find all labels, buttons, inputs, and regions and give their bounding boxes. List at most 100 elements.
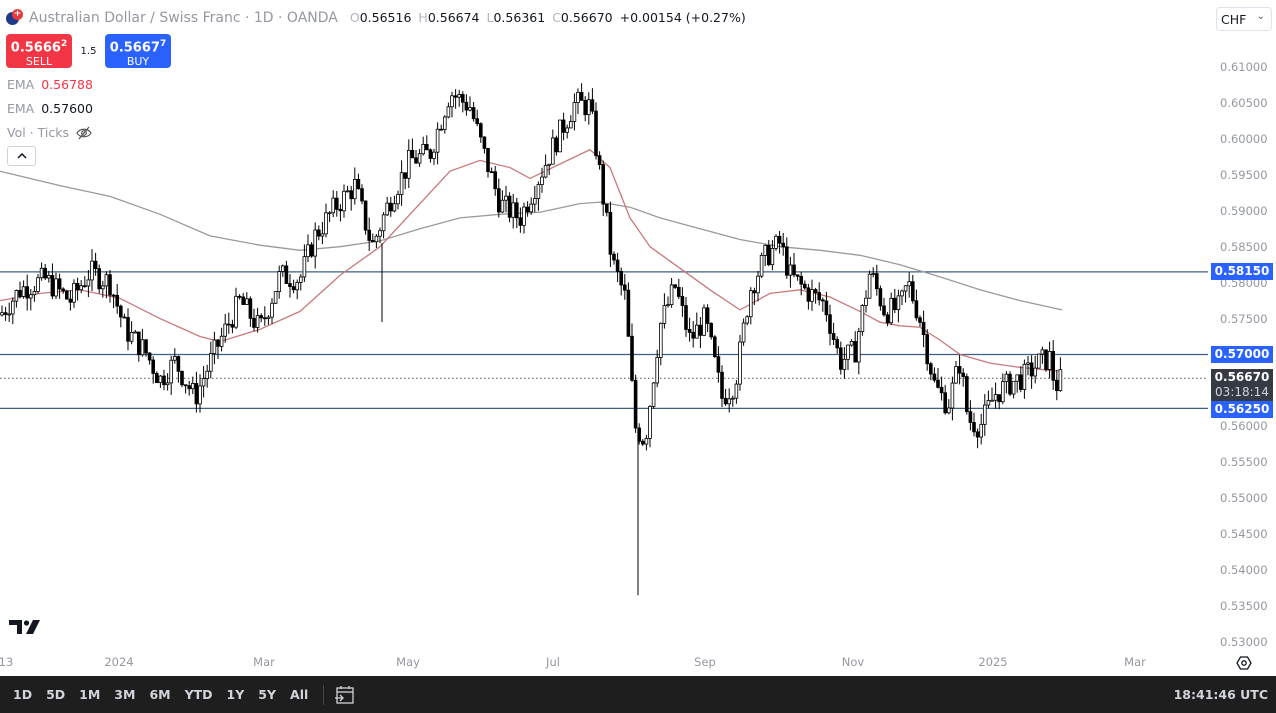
time-tick: May: [396, 655, 420, 669]
tradingview-logo-icon[interactable]: [9, 619, 41, 635]
candle-up: [39, 267, 44, 279]
range-button-1y[interactable]: 1Y: [226, 687, 245, 702]
candle-up: [849, 341, 854, 346]
candle-up: [36, 277, 40, 292]
symbol-title[interactable]: Australian Dollar / Swiss Franc · 1D · O…: [29, 9, 338, 26]
candle-up: [1037, 353, 1041, 369]
candle-up: [28, 294, 33, 299]
candle-up: [21, 286, 26, 297]
candle-up: [255, 315, 260, 328]
price-tick: 0.58500: [1220, 239, 1268, 254]
indicator-ema-slow[interactable]: EMA 0.57600: [7, 101, 93, 116]
candle-up: [208, 353, 213, 372]
range-button-ytd[interactable]: YTD: [184, 687, 213, 702]
settings-gear-icon[interactable]: [1236, 655, 1252, 671]
go-to-date-icon[interactable]: [334, 685, 356, 705]
time-tick: Jul: [546, 655, 560, 669]
candle-down: [605, 203, 609, 213]
candle-down: [673, 284, 677, 288]
time-axis[interactable]: 13 2024 Mar May Jul Sep Nov 2025 Mar: [0, 652, 1276, 676]
bottom-toolbar: 1D 5D 1M 3M 6M YTD 1Y 5Y All 18:41:46 UTC: [0, 676, 1276, 713]
candle-up: [745, 316, 749, 324]
price-tick: 0.53000: [1220, 635, 1268, 649]
candle-up: [950, 382, 955, 409]
candle-down: [259, 315, 263, 319]
candle-up: [993, 394, 998, 401]
candle-down: [122, 316, 127, 319]
candle-down: [410, 149, 415, 159]
candle-down: [291, 286, 296, 291]
collapse-legend-button[interactable]: [7, 146, 36, 166]
candle-down: [230, 324, 235, 328]
candle-down: [97, 268, 102, 290]
candle-down: [288, 283, 292, 288]
range-button-1d[interactable]: 1D: [13, 687, 33, 702]
candle-down: [626, 289, 631, 337]
candle-up: [529, 203, 533, 213]
price-axis[interactable]: 0.53000 0.53500 0.54000 0.54500 0.55000 0.555…: [1208, 0, 1276, 652]
candle-down: [126, 317, 130, 342]
candle-up: [32, 291, 37, 296]
candle-down: [1008, 373, 1012, 395]
candle-up: [244, 298, 249, 305]
price-label-support: 0.56250: [1211, 401, 1273, 418]
candle-down: [1019, 374, 1023, 390]
indicator-volume[interactable]: Vol · Ticks: [7, 125, 92, 140]
candle-up: [54, 278, 58, 297]
price-tick: 0.60500: [1220, 95, 1268, 110]
ema-fast-line: [0, 148, 1063, 372]
candle-down: [965, 376, 969, 412]
candle-up: [270, 302, 274, 318]
candle-down: [835, 339, 839, 349]
candle-down: [1055, 379, 1059, 392]
range-button-6m[interactable]: 6M: [149, 687, 171, 702]
candle-down: [918, 317, 922, 323]
low-value: 0.56361: [493, 10, 546, 25]
candle-up: [1015, 374, 1019, 382]
candle-down: [853, 341, 857, 363]
range-button-5y[interactable]: 5Y: [258, 687, 277, 702]
candle-up: [172, 356, 177, 361]
candle-up: [1058, 369, 1063, 392]
candle-up: [543, 164, 548, 178]
candle-down: [226, 323, 231, 326]
candle-down: [925, 334, 929, 365]
candle-up: [986, 400, 991, 406]
buy-button[interactable]: 0.56677 BUY: [105, 34, 171, 68]
candle-up: [662, 305, 667, 324]
candle-up: [306, 244, 310, 258]
candle-down: [478, 123, 483, 138]
price-chart[interactable]: [0, 0, 1208, 652]
candle-down: [151, 359, 156, 374]
candle-up: [1011, 380, 1016, 395]
candle-up: [385, 202, 389, 216]
candle-down: [147, 352, 152, 361]
candle-down: [839, 347, 843, 370]
ohlc-values: O0.56516 H0.56674 L0.56361 C0.56670 +0.0…: [349, 10, 746, 25]
currency-selector[interactable]: CHF ⌄: [1216, 7, 1272, 31]
range-button-5d[interactable]: 5D: [46, 687, 66, 702]
range-button-1m[interactable]: 1M: [79, 687, 101, 702]
candle-up: [551, 137, 555, 165]
indicator-ema-fast[interactable]: EMA 0.56788: [7, 77, 93, 92]
candle-down: [403, 172, 407, 179]
utc-clock[interactable]: 18:41:46 UTC: [1173, 687, 1268, 702]
candle-down: [136, 331, 141, 356]
candle-down: [187, 385, 192, 390]
eye-off-icon[interactable]: [76, 126, 92, 140]
candle-up: [666, 304, 670, 307]
candle-up: [421, 144, 425, 155]
candle-up: [1033, 367, 1038, 377]
sell-button[interactable]: 0.56662 SELL: [6, 34, 72, 68]
candle-down: [608, 211, 613, 255]
candle-up: [846, 344, 850, 360]
chart-pane[interactable]: [0, 0, 1208, 652]
candle-up: [435, 128, 440, 153]
candle-down: [507, 195, 512, 218]
candle-down: [821, 299, 825, 302]
range-button-all[interactable]: All: [290, 687, 309, 702]
candle-down: [162, 375, 166, 386]
candle-down: [388, 202, 393, 212]
range-button-3m[interactable]: 3M: [114, 687, 136, 702]
candle-up: [313, 229, 317, 257]
